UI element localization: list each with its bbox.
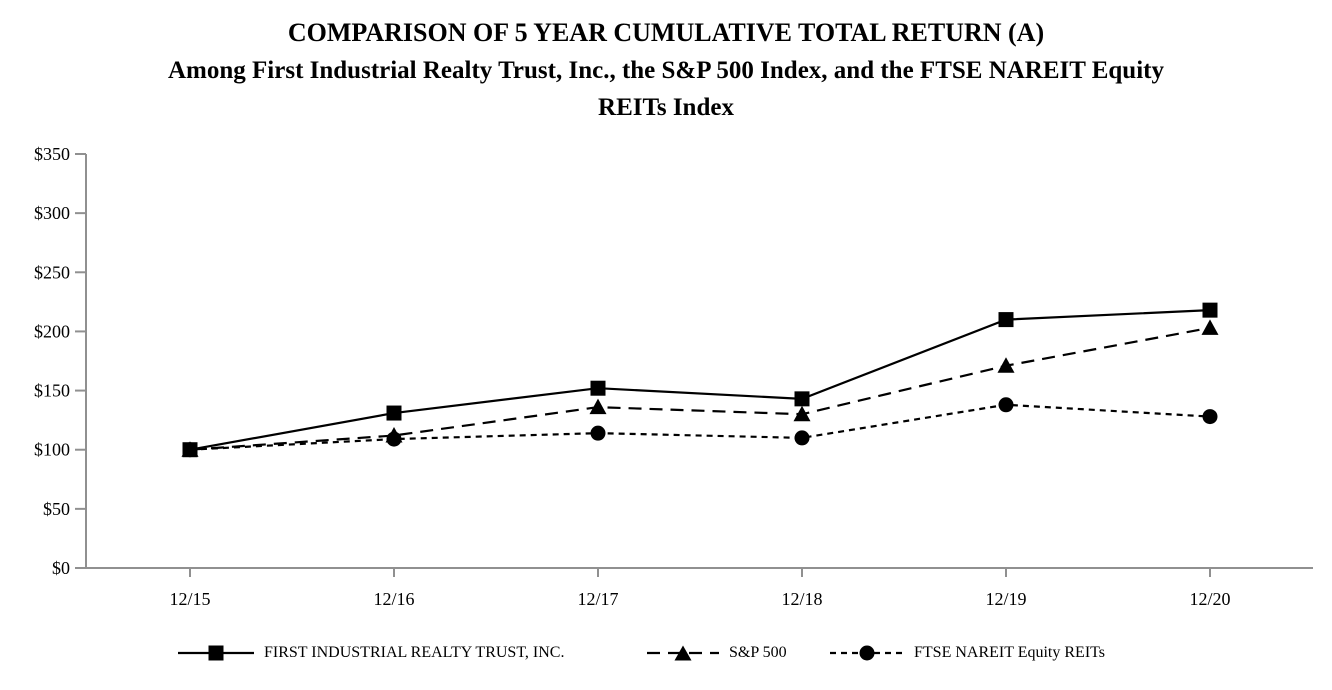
data-point-triangle (589, 398, 607, 415)
series-line-triangle (189, 326, 1211, 451)
legend-swatch-dashed-triangle-icon (647, 645, 719, 661)
y-axis-tick-label: $200 (34, 321, 70, 341)
chart-title-block: COMPARISON OF 5 YEAR CUMULATIVE TOTAL RE… (0, 14, 1332, 126)
data-point-square (182, 442, 198, 458)
y-axis-tick-label: $350 (34, 144, 70, 164)
legend-swatch-dotted-circle-icon (830, 645, 904, 661)
data-point-square (794, 391, 810, 407)
data-point-square (590, 380, 606, 396)
y-axis-tick-label: $0 (52, 558, 70, 578)
y-axis-tick-label: $150 (34, 381, 70, 401)
x-axis-tick-label: 12/15 (169, 589, 210, 609)
chart-title-line3: REITs Index (598, 94, 734, 121)
chart-title-line1: COMPARISON OF 5 YEAR CUMULATIVE TOTAL RE… (287, 18, 1045, 47)
data-point-square (1202, 302, 1218, 318)
legend-label-ftse-nareit: FTSE NAREIT Equity REITs (914, 644, 1106, 661)
legend-item-first-industrial: FIRST INDUSTRIAL REALTY TRUST, INC. (178, 637, 564, 669)
data-point-circle (794, 430, 810, 446)
data-point-circle (590, 425, 606, 441)
data-point-square (998, 312, 1014, 328)
x-axis-tick-label: 12/16 (373, 589, 414, 609)
y-axis-tick-label: $300 (34, 203, 70, 223)
legend-item-sp500: S&P 500 (647, 637, 787, 669)
chart-legend: FIRST INDUSTRIAL REALTY TRUST, INC. S&P … (0, 637, 1332, 671)
series-line-square (189, 309, 1211, 451)
y-axis-tick-label: $100 (34, 440, 70, 460)
data-point-circle (386, 431, 402, 447)
data-point-triangle (1201, 319, 1219, 335)
x-axis-tick-label: 12/17 (577, 589, 618, 609)
data-point-circle (1202, 409, 1218, 425)
legend-swatch-solid-square-icon (178, 645, 254, 661)
series-line-circle (189, 403, 1211, 451)
y-axis-tick-label: $50 (43, 499, 70, 519)
x-axis-tick-label: 12/19 (985, 589, 1026, 609)
data-point-triangle (793, 405, 811, 422)
x-axis-tick-label: 12/18 (781, 589, 822, 609)
legend-label-first-industrial: FIRST INDUSTRIAL REALTY TRUST, INC. (264, 644, 565, 661)
data-point-square (386, 405, 402, 421)
legend-label-sp500: S&P 500 (729, 644, 787, 661)
data-point-circle (998, 397, 1014, 413)
data-point-triangle (997, 357, 1015, 373)
legend-item-ftse-nareit: FTSE NAREIT Equity REITs (830, 637, 1105, 669)
x-axis-tick-label: 12/20 (1189, 589, 1230, 609)
chart-title-line2: Among First Industrial Realty Trust, Inc… (168, 57, 1164, 84)
y-axis-tick-label: $250 (34, 262, 70, 282)
